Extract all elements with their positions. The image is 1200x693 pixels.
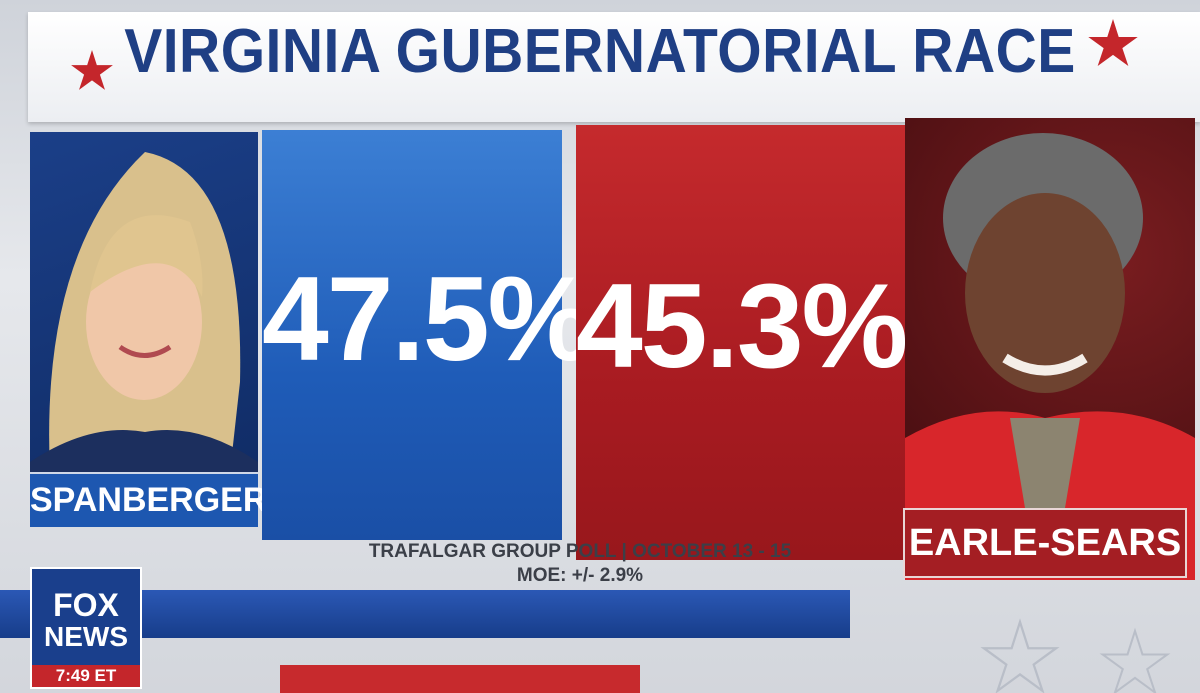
margin-of-error: MOE: +/- 2.9%: [516, 565, 644, 586]
result: 47.5%: [262, 252, 594, 386]
poll-source: TRAFALGAR GROUP POLL | OCTOBER 13 - 15: [368, 541, 792, 562]
stripe: [280, 665, 640, 693]
title-bar: [28, 12, 1200, 122]
candidate-photo: [30, 132, 258, 525]
portrait: [30, 152, 258, 525]
candidate-name: SPANBERGER: [30, 472, 267, 527]
source: TRAFALGAR GROUP POLL | OCTOBER 13 - 15 M…: [300, 540, 860, 588]
title: VIRGINIA GUBERNATORIAL RACE: [124, 17, 1076, 86]
logo-text: NEWS: [44, 621, 128, 652]
candidate-name: EARLE-SEARS: [903, 508, 1187, 578]
clock: 7:49 ET: [32, 665, 140, 687]
network-logo: FOX NEWS 7:49 ET: [30, 567, 142, 689]
star: [980, 618, 1060, 693]
star: [1088, 19, 1138, 67]
star: [71, 50, 113, 90]
star: [1099, 627, 1171, 693]
result-box: 47.5%: [262, 130, 594, 540]
result: 45.3%: [576, 259, 908, 393]
result-box: 45.3%: [576, 125, 908, 560]
logo-text: FOX: [53, 587, 119, 623]
